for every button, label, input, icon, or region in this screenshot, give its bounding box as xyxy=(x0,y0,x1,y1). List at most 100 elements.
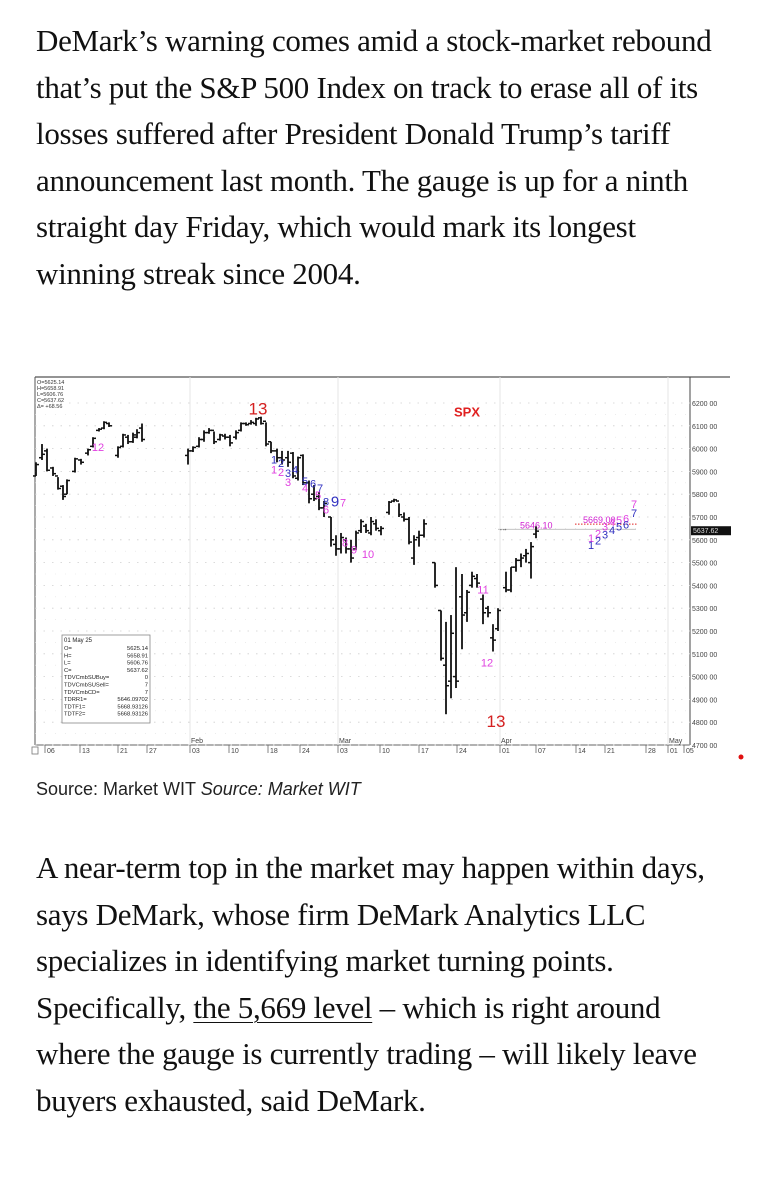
td-count-label: 4 xyxy=(292,465,298,477)
x-tick-label: 03 xyxy=(192,748,200,755)
x-tick-label: 14 xyxy=(578,748,586,755)
header-readout: C=5637.62 xyxy=(37,398,64,404)
y-tick-label: 6000 00 xyxy=(692,447,717,454)
td-count-label: 3 xyxy=(602,530,608,542)
last-price-tag xyxy=(691,526,731,536)
td-count-label: 11 xyxy=(477,584,488,596)
y-tick-label: 6100 00 xyxy=(692,424,717,431)
info-box-key: TDRR1= xyxy=(64,697,87,703)
y-tick-label: 5600 00 xyxy=(692,538,717,545)
td-count-label: 1 xyxy=(588,533,594,545)
x-tick-label: 27 xyxy=(149,748,157,755)
x-tick-label: 21 xyxy=(120,748,128,755)
info-box-value: 0 xyxy=(145,675,148,681)
td-count-label: 10 xyxy=(362,549,374,561)
y-tick-label: 5300 00 xyxy=(692,606,717,613)
info-box-value: 5646.09702 xyxy=(117,697,148,703)
caption-source-italic: Source: Market WIT xyxy=(200,779,361,799)
x-tick-label: 18 xyxy=(270,748,278,755)
y-tick-label: 4900 00 xyxy=(692,697,717,704)
info-box-key: TDTF1= xyxy=(64,704,86,710)
y-tick-label: 5100 00 xyxy=(692,652,717,659)
chart-title: SPX xyxy=(454,405,480,420)
info-box-key: TDVCmbSUBuy= xyxy=(64,675,110,681)
td-count-label: 4 xyxy=(302,483,308,495)
y-tick-label: 4800 00 xyxy=(692,720,717,727)
td-count-label: 7 xyxy=(631,508,637,520)
info-box-value: 7 xyxy=(145,690,148,696)
month-label: May xyxy=(669,738,683,745)
info-box-value: 5658.91 xyxy=(127,653,148,659)
y-tick-label: 4700 00 xyxy=(692,743,717,750)
article-paragraph-2: A near-term top in the market may happen… xyxy=(36,845,726,1124)
td-count-label: 8 xyxy=(342,538,348,550)
td-count-label: 7 xyxy=(317,483,323,495)
info-box-key: H= xyxy=(64,653,72,659)
td-count-label: 9 xyxy=(351,544,357,556)
link-5669-level[interactable]: the 5,669 level xyxy=(193,989,373,1025)
x-tick-label: 07 xyxy=(538,748,546,755)
info-box-value: 5637.62 xyxy=(127,668,148,674)
y-tick-label: 6200 00 xyxy=(692,401,717,408)
info-box xyxy=(61,634,151,724)
td-count-label: 2 xyxy=(595,535,601,547)
info-box-date: 01 May 25 xyxy=(64,638,93,644)
td-count-label: 6 xyxy=(323,505,329,517)
y-tick-label: 5200 00 xyxy=(692,629,717,636)
x-tick-label: 24 xyxy=(459,748,467,755)
td-count-label: 3 xyxy=(285,477,291,489)
header-readout: H=5658.91 xyxy=(37,386,64,392)
td-count-label: 5 xyxy=(315,490,321,502)
y-tick-label: 5800 00 xyxy=(692,492,717,499)
x-tick-label: 01 xyxy=(502,748,510,755)
info-box-value: 5668.93126 xyxy=(117,704,148,710)
info-box-value: 5606.76 xyxy=(127,661,148,667)
paragraph-2-text-b: – which is right around where the gauge … xyxy=(36,989,697,1118)
month-label: Feb xyxy=(191,738,203,745)
y-tick-label: 5400 00 xyxy=(692,583,717,590)
info-box-key: TDTF2= xyxy=(64,712,86,718)
td-count-label: 2 xyxy=(595,529,601,541)
info-box-value: 5625.14 xyxy=(127,646,149,652)
td-count-label: 13 xyxy=(487,712,506,731)
spx-ohlc-chart-svg: 6200 00 6100 00 6000 00 5900 00 5800 00 5700 … xyxy=(31,376,744,760)
last-price-text: 5637.62 xyxy=(693,528,718,535)
x-tick-label: 10 xyxy=(382,748,390,755)
paragraph-2-text-a: A near-term top in the market may happen… xyxy=(36,850,705,1025)
month-label: Apr xyxy=(501,738,513,745)
scroll-marker-icon xyxy=(738,754,744,760)
td-count-label: 2 xyxy=(278,467,284,479)
caption-source: Source: Market WIT xyxy=(36,779,196,799)
article-paragraph-1: DeMark’s warning comes amid a stock-mark… xyxy=(36,23,712,291)
level-mark: • •• xyxy=(500,528,507,533)
scroll-checkbox xyxy=(31,746,39,755)
td-count-label: 13 xyxy=(249,399,268,418)
y-tick-label: 5700 00 xyxy=(692,515,717,522)
month-label: Mar xyxy=(339,738,352,745)
td-count-label: 1 xyxy=(271,454,277,466)
level-label-5646: 5646.10 xyxy=(520,520,553,530)
x-tick-label: 21 xyxy=(607,748,615,755)
x-tick-label: 05 xyxy=(686,748,694,755)
x-tick-label: 01 xyxy=(670,748,678,755)
td-count-label: 3 xyxy=(285,468,291,480)
header-readout: Δ= +68.56 xyxy=(37,404,62,410)
td-count-label: 6 xyxy=(623,519,629,531)
td-count-label: 6 xyxy=(623,514,629,526)
td-count-label: 4 xyxy=(609,517,615,529)
y-tick-label: 5000 00 xyxy=(692,675,717,682)
td-count-label: 8 xyxy=(323,497,329,509)
td-count-label: 2 xyxy=(278,458,284,470)
header-readout: L=5606.76 xyxy=(37,392,63,398)
td-count-label: 1 xyxy=(271,465,277,477)
x-tick-label: 17 xyxy=(421,748,429,755)
info-box-key: O= xyxy=(64,646,73,652)
info-box-key: L= xyxy=(64,661,71,667)
x-tick-label: 10 xyxy=(231,748,239,755)
x-tick-label: 13 xyxy=(82,748,90,755)
td-count-label: 1 xyxy=(588,540,594,552)
x-tick-label: 06 xyxy=(47,748,55,755)
x-tick-label: 03 xyxy=(340,748,348,755)
info-box-key: TDVCmbCD= xyxy=(64,690,100,696)
td-count-label: 6 xyxy=(310,478,316,490)
